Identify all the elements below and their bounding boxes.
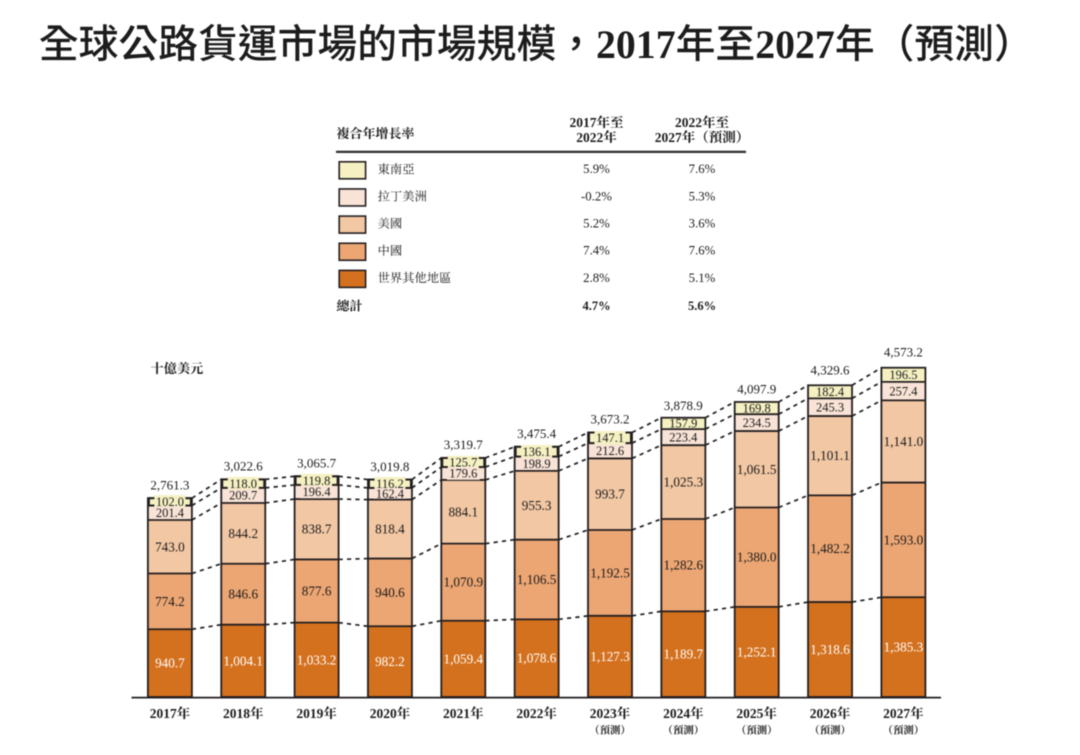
svg-text:223.4: 223.4 (669, 430, 698, 444)
svg-text:3.6%: 3.6% (689, 217, 716, 231)
svg-text:196.4: 196.4 (303, 485, 332, 499)
svg-text:209.7: 209.7 (229, 489, 257, 503)
svg-text:2.8%: 2.8% (583, 271, 610, 285)
svg-text:3,065.7: 3,065.7 (297, 456, 337, 471)
svg-text:1,106.5: 1,106.5 (517, 572, 557, 587)
svg-text:1,593.0: 1,593.0 (884, 532, 924, 547)
svg-text:7.4%: 7.4% (583, 244, 610, 258)
svg-text:1,318.6: 1,318.6 (810, 642, 850, 657)
svg-text:125.7: 125.7 (449, 456, 477, 470)
svg-text:257.4: 257.4 (889, 384, 918, 398)
svg-text:212.6: 212.6 (596, 444, 624, 458)
svg-text:2026: 2026 (810, 706, 837, 721)
svg-text:201.4: 201.4 (156, 506, 185, 520)
svg-text:2017: 2017 (570, 115, 597, 130)
svg-text:5.6%: 5.6% (688, 299, 716, 313)
svg-text:136.1: 136.1 (523, 445, 551, 459)
svg-text:3,022.6: 3,022.6 (224, 459, 264, 474)
svg-text:234.5: 234.5 (743, 416, 771, 430)
svg-text:7.6%: 7.6% (689, 244, 716, 258)
svg-text:818.4: 818.4 (375, 522, 405, 537)
svg-text:1,482.2: 1,482.2 (810, 541, 850, 556)
svg-text:1,004.1: 1,004.1 (223, 653, 263, 668)
svg-text:1,127.3: 1,127.3 (590, 649, 630, 664)
svg-text:2,761.3: 2,761.3 (150, 477, 189, 492)
svg-text:2025: 2025 (736, 706, 763, 721)
svg-text:2021: 2021 (443, 706, 470, 721)
svg-text:844.2: 844.2 (228, 526, 258, 541)
svg-text:940.7: 940.7 (155, 656, 185, 671)
svg-text:147.1: 147.1 (596, 431, 624, 445)
svg-text:838.7: 838.7 (302, 522, 332, 537)
svg-text:743.0: 743.0 (155, 539, 185, 554)
svg-text:196.5: 196.5 (889, 368, 917, 382)
svg-text:4,573.2: 4,573.2 (884, 345, 923, 360)
svg-text:3,475.4: 3,475.4 (517, 426, 557, 441)
svg-text:1,192.5: 1,192.5 (590, 565, 630, 580)
svg-text:2027: 2027 (655, 130, 682, 145)
svg-text:2022: 2022 (516, 706, 543, 721)
svg-text:1,380.0: 1,380.0 (737, 550, 777, 565)
svg-text:2027: 2027 (755, 23, 835, 67)
svg-text:940.6: 940.6 (375, 585, 405, 600)
svg-text:182.4: 182.4 (816, 385, 845, 399)
svg-text:1,385.3: 1,385.3 (884, 640, 924, 655)
svg-text:5.9%: 5.9% (583, 162, 610, 176)
svg-text:1,070.9: 1,070.9 (444, 575, 484, 590)
svg-text:2022: 2022 (576, 130, 603, 145)
svg-text:157.9: 157.9 (669, 417, 697, 431)
svg-text:102.0: 102.0 (156, 495, 184, 509)
svg-text:2017: 2017 (150, 706, 177, 721)
svg-text:169.8: 169.8 (743, 401, 771, 415)
svg-text:2017: 2017 (596, 23, 676, 67)
svg-text:5.2%: 5.2% (583, 217, 610, 231)
svg-text:2018: 2018 (223, 706, 250, 721)
svg-text:5.3%: 5.3% (689, 189, 716, 203)
svg-text:3,019.8: 3,019.8 (370, 459, 409, 474)
svg-text:982.2: 982.2 (375, 654, 405, 669)
svg-text:1,282.6: 1,282.6 (664, 558, 704, 573)
svg-text:7.6%: 7.6% (689, 162, 716, 176)
svg-text:877.6: 877.6 (302, 584, 332, 599)
svg-text:118.0: 118.0 (229, 477, 257, 491)
svg-text:2022: 2022 (675, 115, 702, 130)
svg-text:162.4: 162.4 (376, 487, 405, 501)
svg-text:1,033.2: 1,033.2 (297, 652, 337, 667)
svg-text:1,141.0: 1,141.0 (884, 434, 924, 449)
svg-text:3,319.7: 3,319.7 (444, 437, 484, 452)
svg-text:2023: 2023 (590, 706, 617, 721)
svg-text:-0.2%: -0.2% (581, 189, 612, 203)
svg-text:1,078.6: 1,078.6 (517, 651, 557, 666)
svg-text:955.3: 955.3 (522, 498, 552, 513)
svg-text:119.8: 119.8 (303, 474, 331, 488)
svg-text:3,673.2: 3,673.2 (591, 412, 630, 427)
svg-text:245.3: 245.3 (816, 400, 844, 414)
svg-text:116.2: 116.2 (376, 477, 404, 491)
svg-text:846.6: 846.6 (228, 587, 258, 602)
svg-text:993.7: 993.7 (595, 487, 625, 502)
svg-text:2020: 2020 (370, 706, 397, 721)
svg-text:1,252.1: 1,252.1 (737, 644, 777, 659)
svg-text:1,059.4: 1,059.4 (444, 651, 484, 666)
svg-text:5.1%: 5.1% (689, 271, 716, 285)
svg-text:2024: 2024 (663, 706, 690, 721)
svg-text:884.1: 884.1 (448, 504, 478, 519)
svg-text:3,878.9: 3,878.9 (664, 398, 703, 413)
svg-text:1,025.3: 1,025.3 (664, 475, 704, 490)
svg-text:1,189.7: 1,189.7 (664, 647, 704, 662)
svg-text:4,329.6: 4,329.6 (811, 363, 851, 378)
svg-text:2019: 2019 (296, 706, 323, 721)
svg-text:1,061.5: 1,061.5 (737, 462, 777, 477)
svg-text:2027: 2027 (883, 706, 910, 721)
svg-text:4,097.9: 4,097.9 (737, 381, 776, 396)
svg-text:774.2: 774.2 (155, 594, 185, 609)
svg-text:4.7%: 4.7% (582, 299, 610, 313)
svg-text:198.9: 198.9 (523, 457, 551, 471)
svg-text:179.6: 179.6 (449, 467, 477, 481)
svg-text:1,101.1: 1,101.1 (810, 448, 850, 463)
